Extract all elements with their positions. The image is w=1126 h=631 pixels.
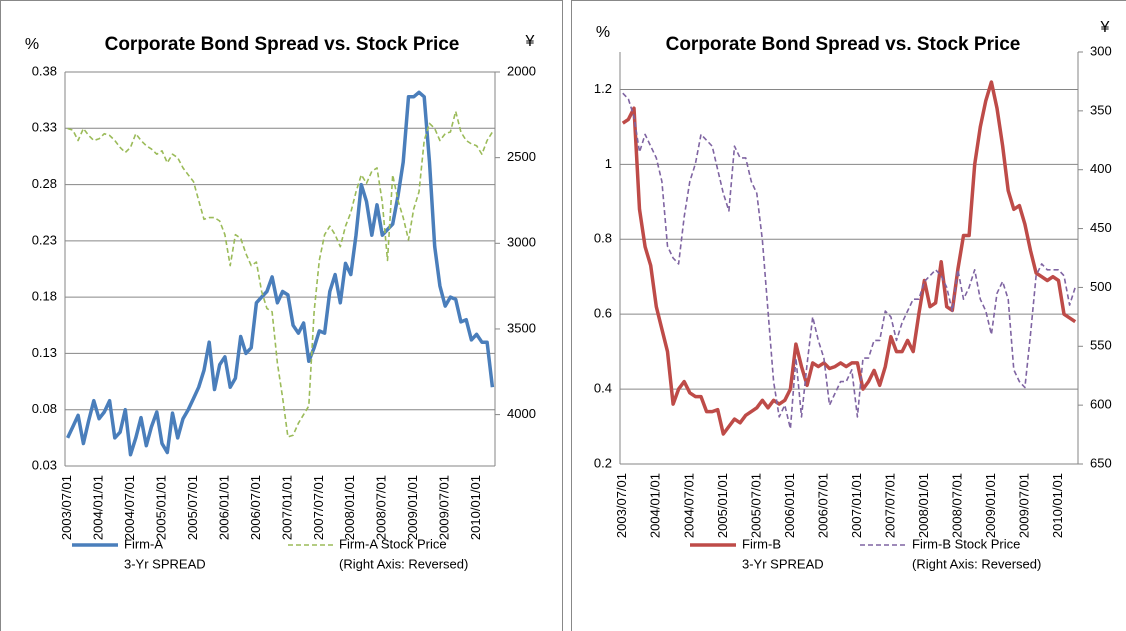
y2-tick-label: 450 [1090,220,1112,235]
legend-label: 3-Yr SPREAD [124,556,206,571]
x-tick-label: 2006/07/01 [815,473,830,538]
series-line [622,92,1076,430]
y-tick-label: 0.2 [594,455,612,470]
x-tick-label: 2006/01/01 [782,473,797,538]
y-tick-label: 0.13 [32,345,57,360]
legend-label: (Right Axis: Reversed) [912,556,1041,571]
y-tick-label: 0.18 [32,289,57,304]
x-tick-label: 2008/07/01 [374,475,389,540]
x-tick-label: 2010/01/01 [1050,473,1065,538]
y-tick-label: 1.2 [594,81,612,96]
legend-label: Firm-A [124,536,163,551]
series-line [67,110,494,438]
x-tick-label: 2005/07/01 [185,475,200,540]
y2-tick-label: 600 [1090,397,1112,412]
chart-title: Corporate Bond Spread vs. Stock Price [105,34,460,55]
y2-tick-label: 4000 [507,406,536,421]
x-tick-label: 2009/01/01 [983,473,998,538]
x-tick-label: 2007/01/01 [849,473,864,538]
x-tick-label: 2003/07/01 [614,473,629,538]
y-tick-label: 1 [605,156,612,171]
y-tick-label: 0.28 [32,176,57,191]
series-line [66,90,495,457]
y-tick-label: 0.6 [594,306,612,321]
x-tick-label: 2007/07/01 [311,475,326,540]
x-tick-label: 2006/07/01 [248,475,263,540]
x-tick-label: 2008/01/01 [342,475,357,540]
x-tick-label: 2009/07/01 [1016,473,1031,538]
x-tick-label: 2008/07/01 [949,473,964,538]
x-tick-label: 2004/01/01 [648,473,663,538]
x-tick-label: 2004/07/01 [122,475,137,540]
y-tick-label: 0.23 [32,232,57,247]
y-tick-label: 0.33 [32,120,57,135]
panel-frame [0,0,563,631]
y2-axis-unit: ¥ [1100,19,1110,36]
x-tick-label: 2004/07/01 [681,473,696,538]
legend-label: (Right Axis: Reversed) [339,556,468,571]
x-tick-label: 2004/01/01 [91,475,106,540]
series-line [621,80,1077,436]
y2-tick-label: 350 [1090,102,1112,117]
y2-tick-label: 400 [1090,161,1112,176]
x-tick-label: 2008/01/01 [916,473,931,538]
x-tick-label: 2006/01/01 [216,475,231,540]
x-tick-label: 2007/01/01 [279,475,294,540]
y-tick-label: 0.4 [594,381,612,396]
y2-tick-label: 3500 [507,320,536,335]
y-tick-label: 0.8 [594,231,612,246]
legend-label: Firm-B [742,536,781,551]
x-tick-label: 2007/07/01 [882,473,897,538]
legend-label: 3-Yr SPREAD [742,556,824,571]
x-tick-label: 2005/07/01 [748,473,763,538]
y-axis-unit: % [25,36,39,53]
panel-frame [571,0,1126,631]
y2-tick-label: 650 [1090,455,1112,470]
y2-tick-label: 550 [1090,338,1112,353]
y2-axis-unit: ¥ [525,33,535,50]
x-tick-label: 2010/01/01 [468,475,483,540]
y2-tick-label: 500 [1090,279,1112,294]
legend-label: Firm-B Stock Price [912,536,1020,551]
y2-tick-label: 300 [1090,43,1112,58]
y2-tick-label: 2500 [507,149,536,164]
x-tick-label: 2009/01/01 [405,475,420,540]
y-tick-label: 0.03 [32,457,57,472]
x-tick-label: 2003/07/01 [59,475,74,540]
y-axis-unit: % [596,24,610,41]
x-tick-label: 2009/07/01 [437,475,452,540]
chart-title: Corporate Bond Spread vs. Stock Price [666,34,1021,55]
x-tick-label: 2005/01/01 [153,475,168,540]
x-tick-label: 2005/01/01 [715,473,730,538]
y-tick-label: 0.38 [32,63,57,78]
y-tick-label: 0.08 [32,401,57,416]
y2-tick-label: 3000 [507,235,536,250]
legend-label: Firm-A Stock Price [339,536,447,551]
y2-tick-label: 2000 [507,63,536,78]
